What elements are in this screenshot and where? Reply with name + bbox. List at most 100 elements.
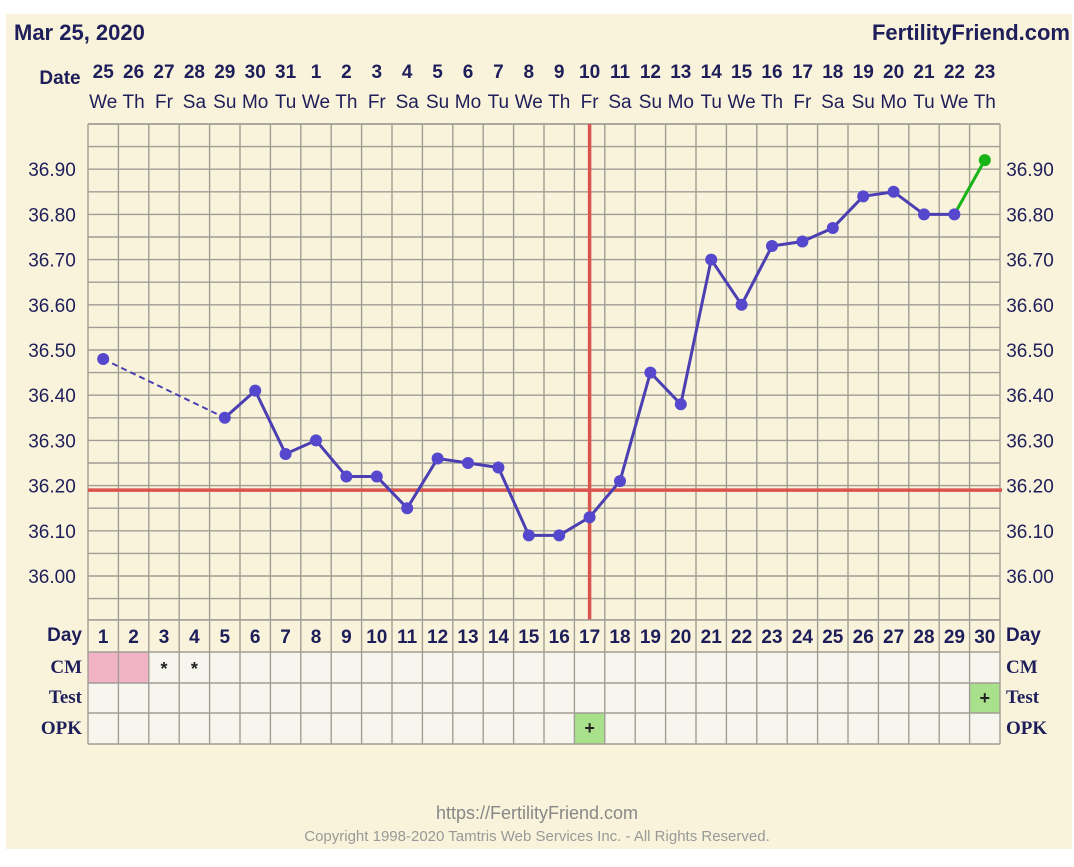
weekday-label: Fr: [368, 92, 387, 113]
row-label-test-right: Test: [1006, 687, 1040, 708]
date-label: 11: [610, 62, 631, 83]
y-tick-right: 36.20: [1006, 477, 1054, 498]
footer-copyright: Copyright 1998-2020 Tamtris Web Services…: [304, 828, 770, 845]
temp-point: [735, 298, 748, 311]
day-number: 15: [518, 627, 540, 648]
date-label: 13: [670, 62, 691, 83]
day-number: 6: [250, 627, 261, 648]
day-number: 10: [366, 627, 387, 648]
day-number: 22: [731, 627, 752, 648]
date-label: 9: [554, 62, 565, 83]
row-label-day-right: Day: [1006, 625, 1041, 646]
site-name[interactable]: FertilityFriend.com: [871, 20, 1070, 45]
date-label: 3: [372, 62, 383, 83]
y-tick-right: 36.30: [1006, 431, 1054, 452]
y-tick-right: 36.10: [1006, 522, 1054, 543]
date-label: 21: [913, 62, 935, 83]
date-label: 4: [402, 62, 413, 83]
date-label: 12: [640, 62, 661, 83]
date-label: 8: [524, 62, 535, 83]
y-tick-left: 36.90: [28, 160, 76, 181]
row-label-day: Day: [47, 625, 82, 646]
weekday-label: Su: [639, 92, 662, 113]
day-number: 24: [792, 627, 814, 648]
day-number: 21: [701, 627, 723, 648]
date-label: 27: [153, 62, 174, 83]
date-label: 19: [853, 62, 874, 83]
y-tick-left: 36.00: [28, 567, 76, 588]
day-number: 28: [913, 627, 934, 648]
y-tick-right: 36.90: [1006, 160, 1054, 181]
day-number: 1: [98, 627, 109, 648]
y-tick-left: 36.20: [28, 477, 76, 498]
temp-point: [553, 529, 566, 542]
temp-point: [522, 529, 535, 542]
day-number: 18: [609, 627, 630, 648]
test-cell-positive: [969, 683, 1000, 713]
temp-line-today: [953, 159, 987, 216]
day-number: 30: [974, 627, 995, 648]
y-tick-left: 36.40: [28, 386, 76, 407]
row-label-opk: OPK: [41, 718, 82, 739]
date-label: 18: [822, 62, 843, 83]
weekday-label: We: [515, 92, 543, 113]
date-label: 5: [432, 62, 443, 83]
day-number: 12: [427, 627, 448, 648]
weekday-label: Tu: [700, 92, 721, 113]
day-number: 16: [549, 627, 570, 648]
temp-point: [948, 208, 961, 221]
weekday-label: Mo: [668, 92, 694, 113]
footer-url[interactable]: https://FertilityFriend.com: [435, 803, 639, 823]
date-label: 7: [493, 62, 504, 83]
cm-cell-pink: [88, 652, 119, 683]
date-label: 30: [245, 62, 266, 83]
temp-point: [249, 384, 262, 397]
y-tick-left: 36.60: [28, 296, 76, 317]
weekday-label: We: [728, 92, 756, 113]
weekday-label: Su: [213, 92, 236, 113]
y-tick-right: 36.40: [1006, 386, 1054, 407]
temp-point: [644, 366, 657, 379]
day-number: 7: [280, 627, 291, 648]
weekday-label: Th: [123, 92, 145, 113]
temp-point: [705, 253, 718, 266]
day-number: 25: [822, 627, 844, 648]
row-label-cm-right: CM: [1006, 657, 1038, 678]
weekday-label: Tu: [913, 92, 934, 113]
temp-point: [462, 457, 474, 469]
day-number: 17: [579, 627, 600, 648]
day-number: 11: [397, 627, 418, 648]
y-tick-left: 36.70: [28, 251, 76, 272]
row-label-opk-right: OPK: [1006, 718, 1047, 739]
temp-point: [826, 221, 839, 234]
cm-cell-pink: [118, 652, 149, 683]
temp-point: [431, 452, 444, 465]
day-number: 13: [457, 627, 478, 648]
temp-point: [887, 185, 900, 198]
date-label: 20: [883, 62, 904, 83]
grid: [87, 123, 1001, 621]
row-label-cm: CM: [50, 657, 82, 678]
weekday-label: We: [302, 92, 330, 113]
temp-point: [583, 511, 596, 524]
day-number: 23: [761, 627, 782, 648]
weekday-label: Tu: [488, 92, 509, 113]
day-number: 20: [670, 627, 691, 648]
date-label: 28: [184, 62, 205, 83]
weekday-label: Fr: [155, 92, 174, 113]
cm-mark: *: [160, 659, 167, 679]
day-number: 9: [341, 627, 352, 648]
day-number: 29: [944, 627, 965, 648]
weekday-label: Fr: [581, 92, 600, 113]
weekday-label: Mo: [880, 92, 906, 113]
date-label: 23: [974, 62, 995, 83]
weekday-label: Th: [335, 92, 357, 113]
temp-point: [310, 434, 322, 447]
date-label: 31: [275, 62, 297, 83]
weekday-label: Th: [548, 92, 570, 113]
date-label: 10: [579, 62, 600, 83]
date-label: 14: [701, 62, 723, 83]
temp-point: [370, 470, 383, 483]
day-number: 5: [220, 627, 231, 648]
